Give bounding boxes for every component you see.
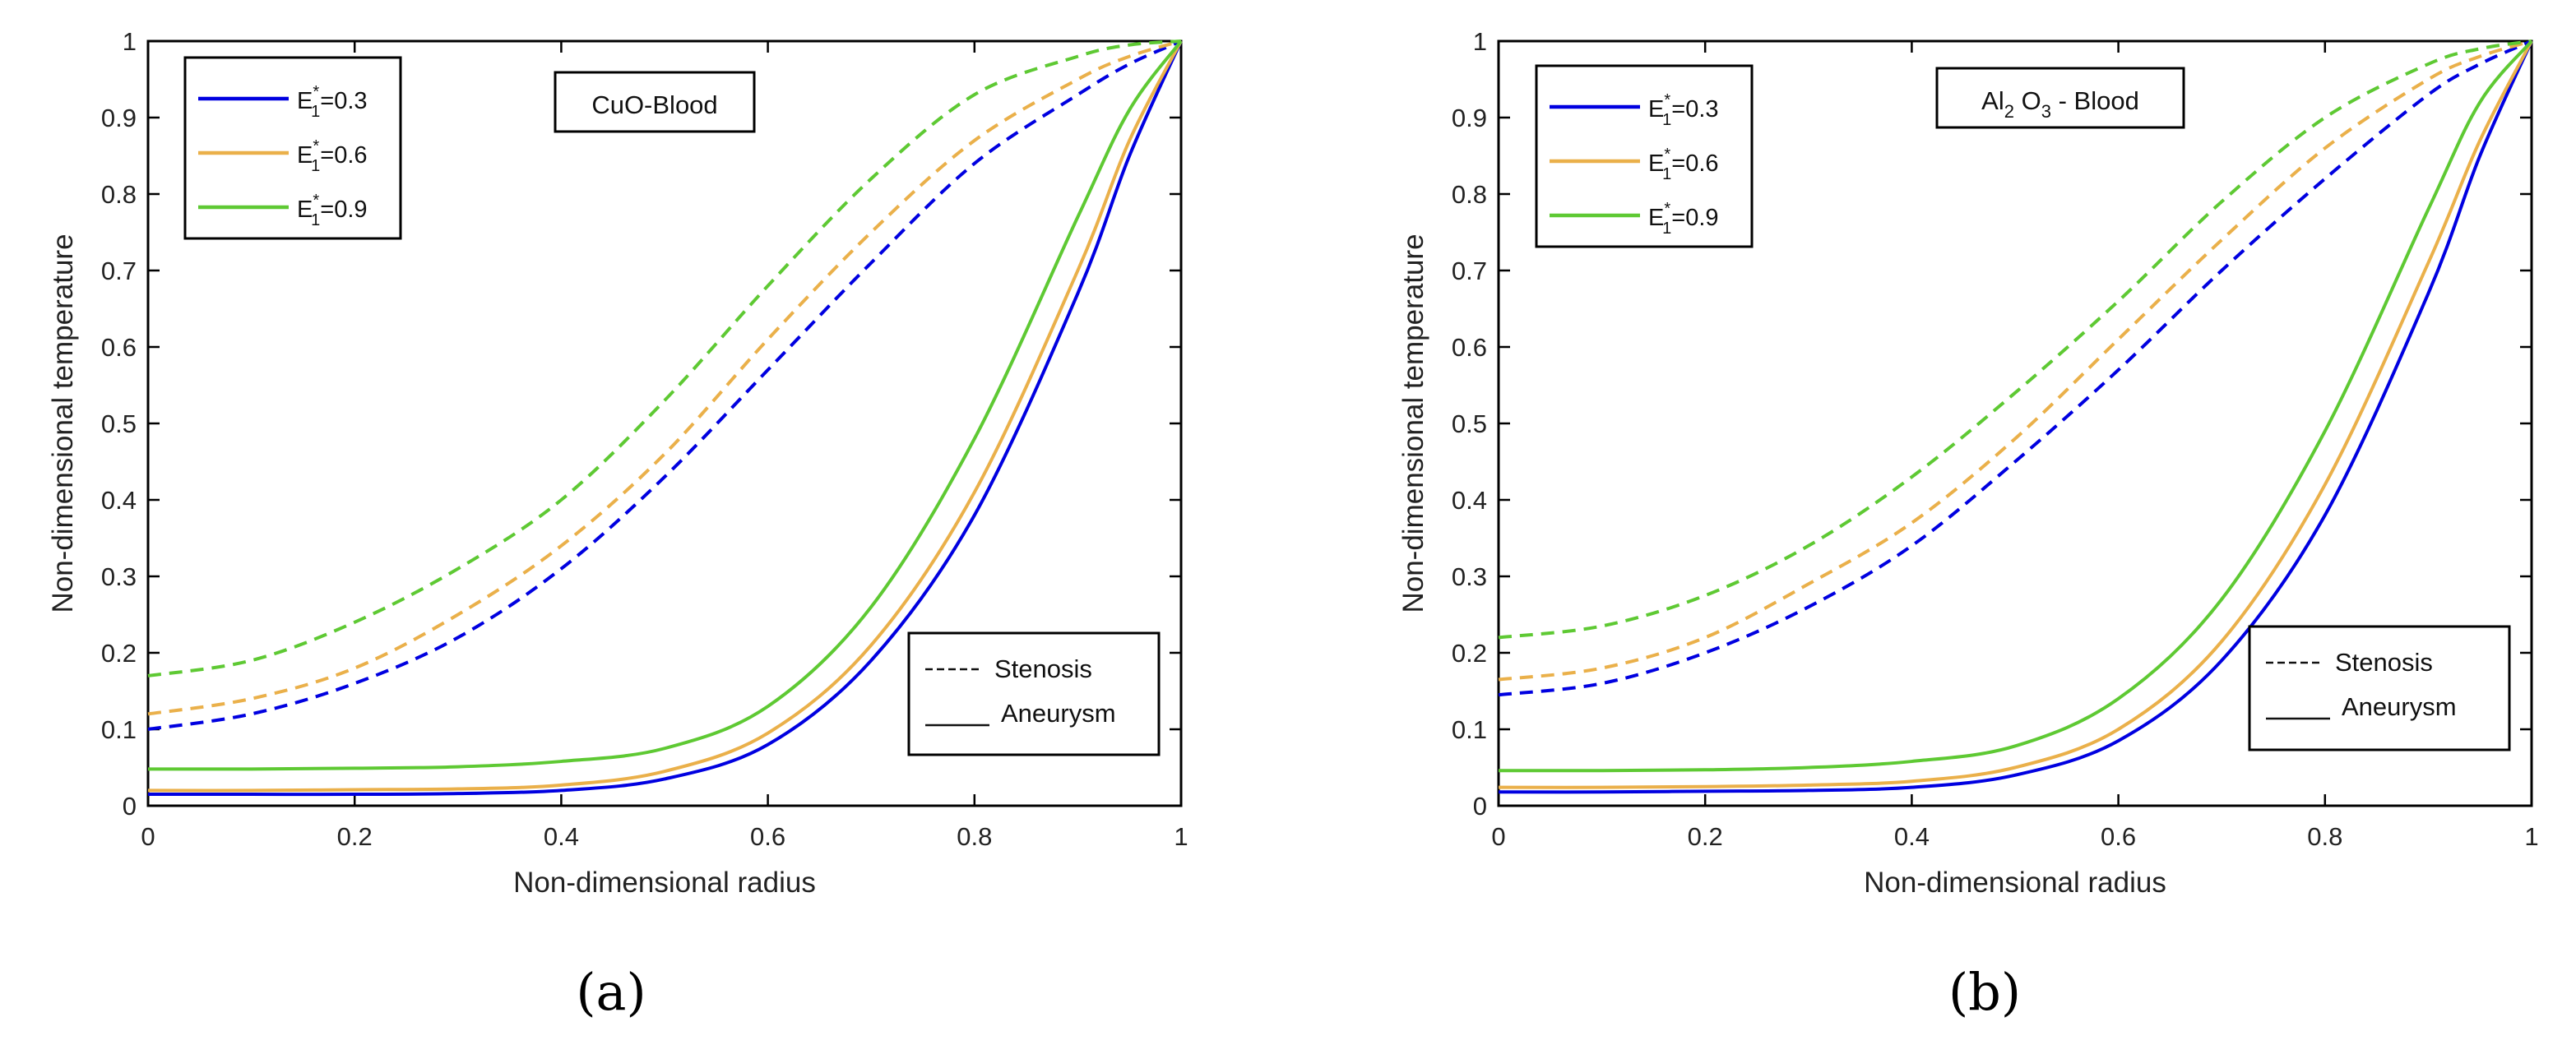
annotation-box bbox=[1935, 67, 2185, 129]
legend: E* 1=0.3 E* 1=0.6 E* 1=0.9 bbox=[1535, 64, 1754, 248]
x-axis-label: Non-dimensional radius bbox=[1864, 867, 2166, 899]
y-axis-label: Non-dimensional temperature bbox=[47, 234, 79, 613]
x-tick-label: 0.4 bbox=[544, 822, 579, 851]
style-legend-box bbox=[907, 631, 1161, 756]
x-tick-label: 1 bbox=[1174, 822, 1188, 851]
style-legend: Stenosis Aneurysm bbox=[2248, 625, 2511, 751]
y-tick-label: 1 bbox=[123, 27, 137, 56]
panel-label-b: (b) bbox=[1948, 962, 2022, 1022]
y-tick-label: 0.8 bbox=[1452, 180, 1487, 209]
series-line-aneurysm-3 bbox=[148, 40, 1183, 797]
x-tick-label: 0.6 bbox=[2101, 822, 2136, 851]
y-axis-label: Non-dimensional temperature bbox=[1397, 234, 1429, 613]
fluid-annotation: CuO-Blood bbox=[554, 71, 756, 133]
annotation-text: CuO-Blood bbox=[591, 90, 717, 119]
legend-label: E* 1=0.3 bbox=[1648, 91, 1719, 129]
series-line-stenosis-0 bbox=[147, 39, 1182, 731]
y-tick-label: 0.9 bbox=[1452, 104, 1487, 132]
y-tick-label: 0.1 bbox=[101, 715, 137, 744]
series-line-aneurysm-3 bbox=[1498, 40, 2533, 794]
series-line-stenosis-2 bbox=[147, 39, 1182, 677]
y-tick-label: 0.4 bbox=[1452, 486, 1487, 515]
style-legend-label: Aneurysm bbox=[2342, 692, 2457, 721]
panel-label-a: (a) bbox=[576, 962, 646, 1022]
x-tick-label: 0.6 bbox=[750, 822, 785, 851]
y-tick-label: 0.2 bbox=[1452, 639, 1487, 668]
legend-box bbox=[183, 56, 402, 240]
series-line-aneurysm-5 bbox=[1498, 39, 2533, 773]
chart-a: 0 0.1 0.2 0.3 0.4 0.5 0.6 0.7 0.8 0.9 1 0 0.2 0.4 0.6 0… bbox=[47, 27, 1188, 899]
y-tick-label: 0.9 bbox=[101, 104, 137, 132]
series-line-aneurysm-5 bbox=[147, 39, 1183, 771]
y-tick-label: 0.3 bbox=[101, 562, 137, 591]
y-tick-label: 0.6 bbox=[1452, 333, 1487, 362]
legend: E* 1=0.3 E* 1=0.6 E* 1=0.9 bbox=[183, 56, 402, 240]
legend-label: E* 1=0.9 bbox=[297, 192, 368, 229]
annotation-text: Al2 O3 - Blood bbox=[1981, 86, 2139, 122]
y-tick-label: 0.7 bbox=[1452, 257, 1487, 285]
x-tick-label: 0.2 bbox=[337, 822, 373, 851]
series-line-stenosis-0 bbox=[1498, 39, 2532, 697]
x-tick-label: 0.8 bbox=[957, 822, 992, 851]
series-line-stenosis-1 bbox=[1498, 39, 2532, 682]
x-tick-label: 0.8 bbox=[2307, 822, 2342, 851]
y-tick-label: 0 bbox=[1473, 792, 1487, 821]
fluid-annotation: Al2 O3 - Blood bbox=[1935, 67, 2185, 129]
y-tick-label: 0.1 bbox=[1452, 715, 1487, 744]
style-legend: Stenosis Aneurysm bbox=[907, 631, 1161, 756]
x-tick-label: 1 bbox=[2524, 822, 2538, 851]
x-tick-label: 0 bbox=[1491, 822, 1505, 851]
y-tick-label: 0.7 bbox=[101, 257, 137, 285]
series-line-aneurysm-4 bbox=[147, 40, 1183, 793]
y-tick-label: 0.3 bbox=[1452, 562, 1487, 591]
series-line-stenosis-2 bbox=[1498, 39, 2532, 640]
legend-box bbox=[1535, 64, 1754, 248]
series-line-aneurysm-4 bbox=[1498, 40, 2533, 789]
style-legend-label: Aneurysm bbox=[1001, 699, 1116, 728]
x-tick-label: 0.4 bbox=[1894, 822, 1930, 851]
legend-label: E* 1=0.3 bbox=[297, 83, 368, 121]
legend-label: E* 1=0.9 bbox=[1648, 200, 1719, 238]
y-tick-label: 0.4 bbox=[101, 486, 137, 515]
annotation-box bbox=[554, 71, 756, 133]
legend-label: E* 1=0.6 bbox=[297, 137, 368, 175]
y-tick-label: 0.5 bbox=[1452, 409, 1487, 438]
style-legend-label: Stenosis bbox=[994, 654, 1092, 683]
x-tick-label: 0.2 bbox=[1688, 822, 1723, 851]
legend-label: E* 1=0.6 bbox=[1648, 146, 1719, 183]
x-tick-label: 0 bbox=[141, 822, 155, 851]
y-tick-label: 0.5 bbox=[101, 409, 137, 438]
style-legend-label: Stenosis bbox=[2335, 648, 2433, 677]
y-tick-label: 0.2 bbox=[101, 639, 137, 668]
y-tick-label: 0.6 bbox=[101, 333, 137, 362]
y-tick-label: 0 bbox=[123, 792, 137, 821]
series-line-stenosis-1 bbox=[147, 39, 1182, 716]
x-axis-label: Non-dimensional radius bbox=[513, 867, 816, 899]
y-tick-label: 0.8 bbox=[101, 180, 137, 209]
style-legend-box bbox=[2248, 625, 2511, 751]
chart-b: 0 0.1 0.2 0.3 0.4 0.5 0.6 0.7 0.8 0.9 1 0 0.2 0.4 0.6 0… bbox=[1397, 27, 2539, 899]
y-tick-label: 1 bbox=[1473, 27, 1487, 56]
